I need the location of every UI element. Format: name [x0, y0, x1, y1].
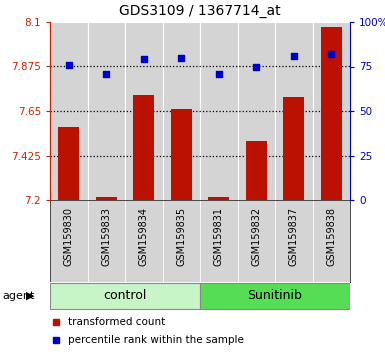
Bar: [87, 200, 125, 282]
Bar: [208, 197, 229, 200]
Text: GSM159830: GSM159830: [64, 207, 74, 266]
Text: GSM159835: GSM159835: [176, 207, 186, 266]
Title: GDS3109 / 1367714_at: GDS3109 / 1367714_at: [119, 4, 281, 18]
Bar: [162, 200, 200, 282]
Text: GSM159832: GSM159832: [251, 207, 261, 266]
Bar: [87, 22, 125, 200]
Point: [216, 71, 222, 76]
Point: [253, 64, 259, 69]
Bar: [59, 127, 79, 200]
Text: percentile rank within the sample: percentile rank within the sample: [68, 335, 244, 345]
Point: [141, 57, 147, 62]
Text: GSM159833: GSM159833: [101, 207, 111, 266]
Bar: [50, 200, 87, 282]
Bar: [313, 22, 350, 200]
Point: [291, 53, 297, 59]
Bar: [125, 22, 162, 200]
Bar: [200, 284, 350, 309]
Bar: [275, 200, 313, 282]
Point: [328, 51, 334, 57]
Bar: [96, 197, 117, 200]
Bar: [246, 141, 266, 200]
Text: agent: agent: [2, 291, 34, 301]
Text: GSM159831: GSM159831: [214, 207, 224, 266]
Point: [66, 62, 72, 68]
Bar: [200, 22, 238, 200]
Point: [178, 55, 184, 61]
Text: transformed count: transformed count: [68, 317, 165, 327]
Bar: [283, 97, 304, 200]
Bar: [238, 22, 275, 200]
Text: control: control: [103, 289, 147, 302]
Text: Sunitinib: Sunitinib: [248, 289, 303, 302]
Bar: [171, 109, 192, 200]
Bar: [275, 22, 313, 200]
Bar: [162, 22, 200, 200]
Text: GSM159837: GSM159837: [289, 207, 299, 266]
Bar: [238, 200, 275, 282]
Bar: [313, 200, 350, 282]
Text: ▶: ▶: [26, 291, 35, 301]
Bar: [50, 22, 87, 200]
Bar: [200, 200, 238, 282]
Bar: [125, 200, 162, 282]
Text: GSM159838: GSM159838: [326, 207, 336, 266]
Point: [103, 71, 109, 76]
Bar: [50, 284, 200, 309]
Bar: [321, 27, 341, 200]
Text: GSM159834: GSM159834: [139, 207, 149, 266]
Bar: [134, 95, 154, 200]
